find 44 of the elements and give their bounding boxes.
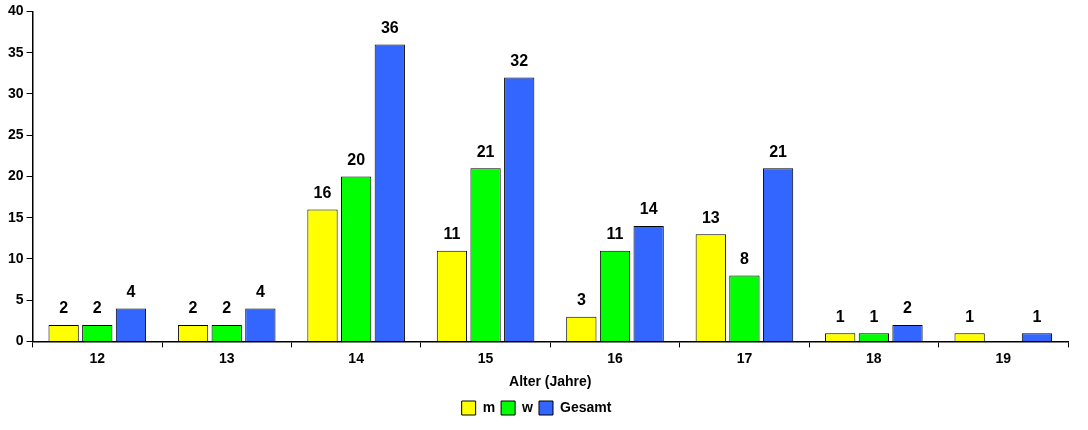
x-tick-label: 12 [89,349,106,366]
data-label: 2 [222,299,232,317]
x-tick-label: 15 [477,349,494,366]
y-tick-label: 35 [7,43,24,60]
x-axis-title: Alter (Jahre) [509,373,592,390]
y-tick-label: 25 [7,126,24,143]
data-label: 1 [869,307,879,325]
data-label: 21 [769,142,788,160]
x-tick-label: 19 [995,349,1012,366]
data-label: 11 [443,225,461,243]
x-tick-label: 17 [736,349,753,366]
data-label: 1 [835,307,845,325]
data-label: 21 [476,142,495,160]
legend-label: w [521,398,534,415]
data-label: 32 [510,51,529,69]
data-label: 4 [126,282,136,300]
data-label: 2 [188,299,198,317]
x-tick-label: 18 [866,349,882,366]
data-label: 1 [1032,307,1042,325]
y-tick-label: 40 [7,2,24,19]
x-tick-label: 13 [218,349,235,366]
data-label: 13 [701,208,720,226]
y-tick-label: 15 [7,208,24,225]
data-label: 36 [380,18,399,36]
x-tick-label: 16 [607,349,623,366]
y-tick-label: 20 [7,167,24,184]
x-tick-label: 14 [348,349,365,366]
data-label: 2 [92,299,102,317]
data-label: 8 [739,249,749,267]
data-label: 2 [903,299,913,317]
legend-label: Gesamt [559,398,612,415]
legend-label: m [482,398,496,415]
data-label: 14 [639,200,658,218]
y-tick-label: 5 [15,291,24,308]
y-tick-label: 10 [7,249,24,266]
data-label: 2 [59,299,69,317]
data-label: 20 [347,150,366,168]
y-tick-label: 30 [7,84,24,101]
data-label: 1 [965,307,975,325]
data-label: 16 [313,183,332,201]
data-label: 11 [606,225,624,243]
y-tick-label: 0 [15,332,24,349]
data-label: 4 [255,282,265,300]
data-label: 3 [576,291,586,309]
